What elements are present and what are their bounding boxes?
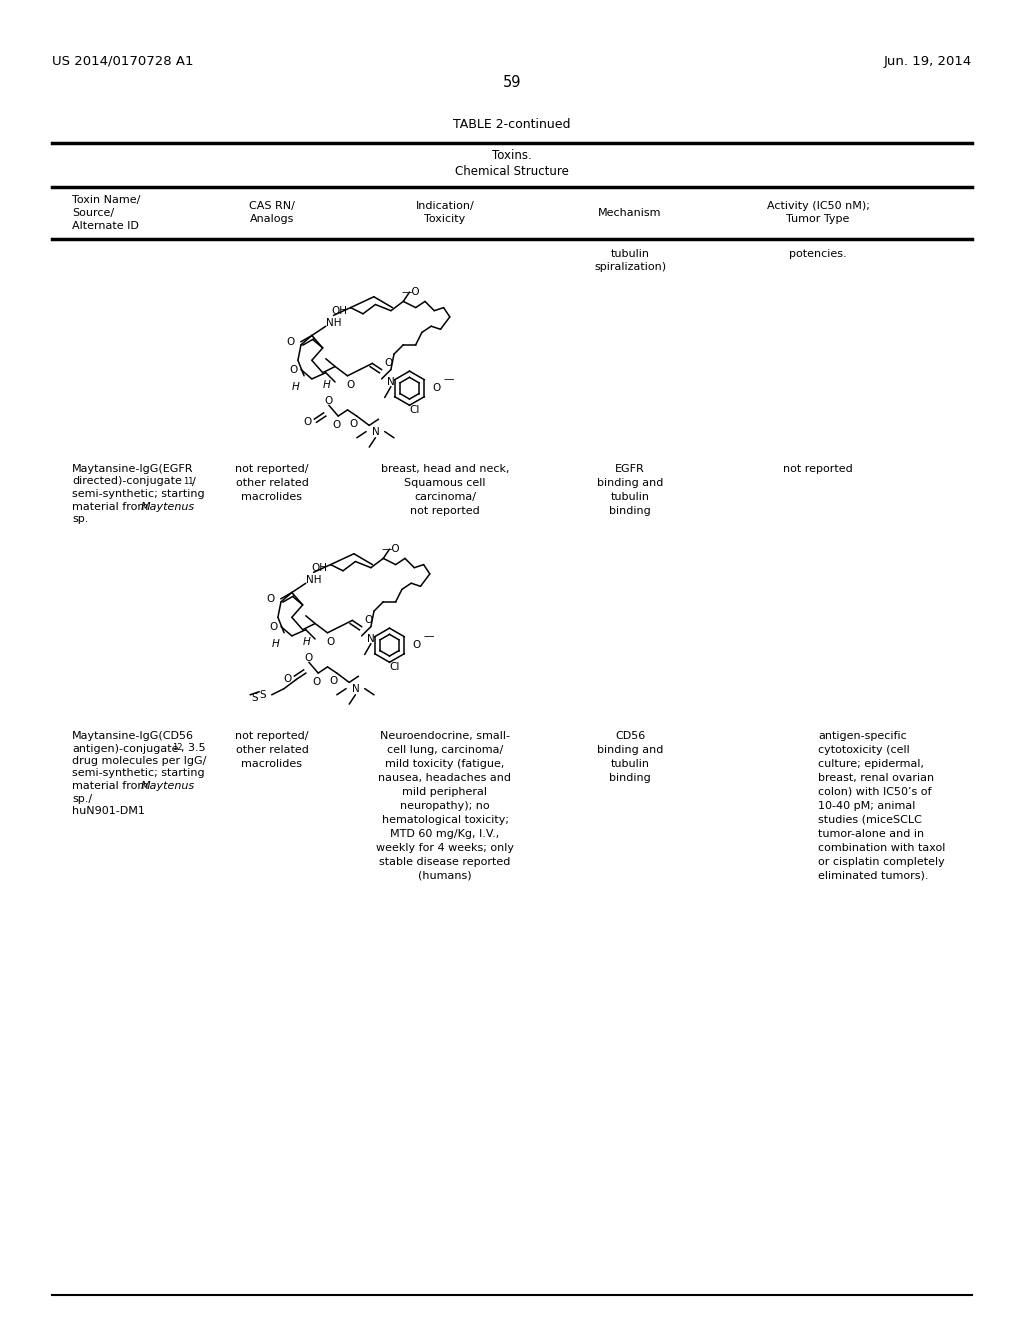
Text: potencies.: potencies. [790, 249, 847, 259]
Text: breast, head and neck,
Squamous cell
carcinoma/
not reported: breast, head and neck, Squamous cell car… [381, 465, 509, 516]
Text: TABLE 2-continued: TABLE 2-continued [454, 117, 570, 131]
Text: sp.: sp. [72, 513, 88, 524]
Text: semi-synthetic; starting: semi-synthetic; starting [72, 488, 205, 499]
Text: drug molecules per IgG/: drug molecules per IgG/ [72, 756, 207, 766]
Text: H: H [292, 381, 299, 392]
Text: Indication/: Indication/ [416, 201, 474, 211]
Text: O: O [349, 418, 357, 429]
Text: Maytenus: Maytenus [141, 781, 196, 791]
Text: H: H [323, 380, 331, 391]
Text: US 2014/0170728 A1: US 2014/0170728 A1 [52, 55, 194, 69]
Text: N: N [367, 634, 375, 644]
Text: —: — [443, 374, 454, 384]
Text: NH: NH [306, 576, 322, 585]
Text: N: N [372, 426, 379, 437]
Text: Cl: Cl [409, 405, 420, 414]
Text: 11: 11 [183, 477, 194, 486]
Text: antigen-specific
cytotoxicity (cell
culture; epidermal,
breast, renal ovarian
co: antigen-specific cytotoxicity (cell cult… [818, 731, 945, 880]
Text: semi-synthetic; starting: semi-synthetic; starting [72, 768, 205, 779]
Text: 59: 59 [503, 75, 521, 90]
Text: O: O [266, 594, 274, 603]
Text: Maytansine-IgG(CD56: Maytansine-IgG(CD56 [72, 731, 194, 741]
Text: OH: OH [332, 306, 347, 315]
Text: material from: material from [72, 502, 152, 511]
Text: Source/: Source/ [72, 209, 114, 218]
Text: N: N [387, 378, 395, 387]
Text: O: O [330, 676, 338, 686]
Text: not reported/
other related
macrolides: not reported/ other related macrolides [236, 731, 309, 770]
Text: N: N [351, 684, 359, 693]
Text: not reported: not reported [783, 465, 853, 474]
Text: Maytansine-IgG(EGFR: Maytansine-IgG(EGFR [72, 465, 194, 474]
Text: O: O [305, 652, 313, 663]
Text: Tumor Type: Tumor Type [786, 214, 850, 224]
Text: O: O [269, 622, 278, 631]
Text: Chemical Structure: Chemical Structure [455, 165, 569, 178]
Text: O: O [346, 380, 354, 391]
Text: Neuroendocrine, small-
cell lung, carcinoma/
mild toxicity (fatigue,
nausea, hea: Neuroendocrine, small- cell lung, carcin… [376, 731, 514, 880]
Text: 12: 12 [172, 743, 182, 752]
Text: S: S [251, 693, 258, 702]
Text: O: O [365, 615, 373, 626]
Text: Toxicity: Toxicity [424, 214, 466, 224]
Text: O: O [284, 675, 292, 684]
Text: O: O [303, 417, 312, 428]
Text: O: O [433, 383, 441, 393]
Text: Cl: Cl [389, 661, 399, 672]
Text: O: O [413, 640, 421, 651]
Text: NH: NH [326, 318, 341, 329]
Text: Toxins.: Toxins. [493, 149, 531, 162]
Text: O: O [385, 359, 393, 368]
Text: O: O [312, 677, 321, 688]
Text: sp./: sp./ [72, 793, 92, 804]
Text: S: S [259, 690, 265, 700]
Text: H: H [303, 638, 310, 647]
Text: Maytenus: Maytenus [141, 502, 196, 511]
Text: Analogs: Analogs [250, 214, 294, 224]
Text: Activity (IC50 nM);: Activity (IC50 nM); [767, 201, 869, 211]
Text: CD56
binding and
tubulin
binding: CD56 binding and tubulin binding [597, 731, 664, 783]
Text: tubulin: tubulin [610, 249, 649, 259]
Text: CAS RN/: CAS RN/ [249, 201, 295, 211]
Text: material from: material from [72, 781, 152, 791]
Text: /: / [193, 477, 196, 487]
Text: Mechanism: Mechanism [598, 209, 662, 218]
Text: Alternate ID: Alternate ID [72, 220, 139, 231]
Text: Toxin Name/: Toxin Name/ [72, 195, 140, 205]
Text: —O: —O [401, 286, 421, 297]
Text: —O: —O [382, 544, 400, 554]
Text: O: O [325, 396, 333, 405]
Text: not reported/
other related
macrolides: not reported/ other related macrolides [236, 465, 309, 502]
Text: O: O [333, 420, 341, 430]
Text: O: O [327, 638, 335, 647]
Text: OH: OH [311, 562, 328, 573]
Text: spiralization): spiralization) [594, 261, 666, 272]
Text: O: O [290, 364, 298, 375]
Text: —: — [424, 631, 434, 642]
Text: EGFR
binding and
tubulin
binding: EGFR binding and tubulin binding [597, 465, 664, 516]
Text: , 3.5: , 3.5 [181, 743, 206, 754]
Text: huN901-DM1: huN901-DM1 [72, 807, 144, 816]
Text: directed)-conjugate: directed)-conjugate [72, 477, 182, 487]
Text: H: H [271, 639, 280, 648]
Text: O: O [287, 337, 295, 347]
Text: antigen)-conjugate: antigen)-conjugate [72, 743, 178, 754]
Text: Jun. 19, 2014: Jun. 19, 2014 [884, 55, 972, 69]
